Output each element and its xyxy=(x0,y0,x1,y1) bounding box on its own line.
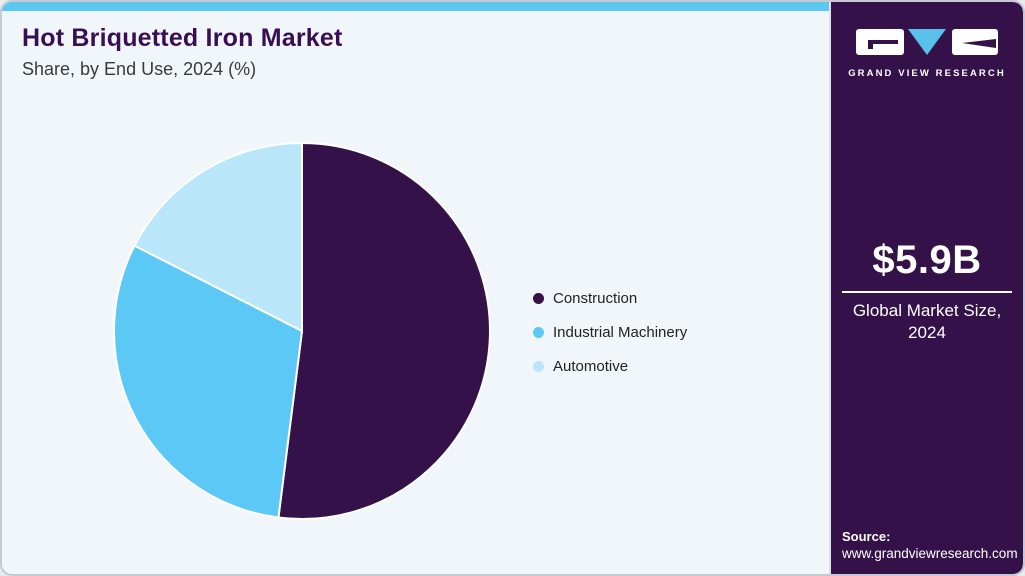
source-label: Source: xyxy=(842,529,891,544)
legend-dot-automotive xyxy=(533,361,544,372)
legend-label: Construction xyxy=(553,290,638,307)
pie-slice-industrial-machinery xyxy=(113,244,303,519)
market-size-value: $5.9B xyxy=(872,238,982,282)
legend-item-automotive: Automotive xyxy=(533,356,687,377)
legend: Construction Industrial Machinery Automo… xyxy=(533,288,687,390)
legend-dot-industrial-machinery xyxy=(533,327,544,338)
pie-slice-automotive xyxy=(133,142,303,332)
legend-dot-construction xyxy=(533,293,544,304)
divider xyxy=(842,291,1012,293)
source-url: www.grandviewresearch.com xyxy=(842,546,1018,561)
gvr-logo-icon xyxy=(856,29,998,55)
pie-chart xyxy=(113,142,491,520)
gvr-logo: GRAND VIEW RESEARCH xyxy=(831,2,1023,79)
legend-label: Industrial Machinery xyxy=(553,324,688,341)
sidebar: GRAND VIEW RESEARCH $5.9B Global Market … xyxy=(829,2,1023,574)
legend-label: Automotive xyxy=(553,358,629,375)
chart-panel: Hot Briquetted Iron Market Share, by End… xyxy=(2,2,829,574)
source-block: Source: www.grandviewresearch.com xyxy=(842,529,1018,561)
brand-name: GRAND VIEW RESEARCH xyxy=(848,68,1006,79)
market-size-block: $5.9B Global Market Size, 2024 xyxy=(831,238,1023,344)
market-size-label: Global Market Size, 2024 xyxy=(852,301,1002,343)
legend-item-construction: Construction xyxy=(533,288,687,309)
page-title: Hot Briquetted Iron Market xyxy=(22,24,343,52)
accent-bar xyxy=(2,2,829,11)
legend-item-industrial-machinery: Industrial Machinery xyxy=(533,322,687,343)
pie-slice-construction xyxy=(277,142,491,520)
page-subtitle: Share, by End Use, 2024 (%) xyxy=(22,59,257,79)
